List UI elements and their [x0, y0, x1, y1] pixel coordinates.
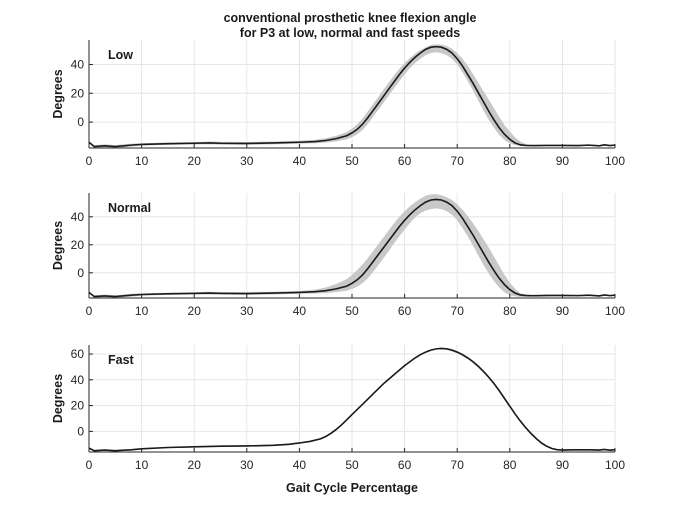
y-tick-label: 20 — [71, 86, 85, 100]
x-tick-label: 80 — [503, 458, 517, 472]
x-tick-label: 30 — [240, 154, 254, 168]
x-tick-label: 60 — [398, 304, 412, 318]
std-band — [89, 194, 615, 298]
y-axis-label: Degrees — [51, 374, 65, 423]
x-tick-label: 70 — [451, 304, 465, 318]
y-tick-label: 0 — [77, 266, 84, 280]
x-tick-label: 50 — [345, 458, 359, 472]
mean-line — [88, 347, 616, 452]
y-tick-label: 60 — [71, 347, 85, 361]
x-tick-label: 70 — [451, 154, 465, 168]
x-tick-label: 0 — [86, 458, 93, 472]
x-tick-label: 80 — [503, 154, 517, 168]
mean-line — [88, 198, 616, 298]
panel-low: 0 10 20 30 40 50 60 70 80 90 100 0 20 40 Degrees Low — [51, 40, 625, 168]
x-tick-label: 100 — [605, 154, 625, 168]
mean-line — [88, 45, 616, 148]
x-tick-label: 90 — [556, 458, 570, 472]
x-axis-label: Gait Cycle Percentage — [286, 481, 418, 495]
panel-label: Low — [108, 48, 133, 62]
x-tick-label: 50 — [345, 154, 359, 168]
x-tick-label: 20 — [188, 154, 202, 168]
x-tick-label: 30 — [240, 304, 254, 318]
chart-title-line-1: conventional prosthetic knee flexion ang… — [224, 11, 477, 25]
chart-title-line-2: for P3 at low, normal and fast speeds — [240, 26, 460, 40]
panel-normal: 0 10 20 30 40 50 60 70 80 90 100 0 20 40 Degrees Normal — [51, 193, 625, 318]
y-tick-label: 0 — [77, 424, 84, 438]
y-tick-label: 40 — [71, 57, 85, 71]
x-tick-label: 40 — [293, 154, 307, 168]
x-tick-label: 50 — [345, 304, 359, 318]
x-tick-label: 20 — [188, 458, 202, 472]
x-tick-label: 80 — [503, 304, 517, 318]
x-tick-label: 20 — [188, 304, 202, 318]
x-tick-label: 90 — [556, 154, 570, 168]
y-tick-label: 0 — [77, 115, 84, 129]
x-tick-label: 10 — [135, 154, 149, 168]
panel-label: Normal — [108, 201, 151, 215]
x-tick-label: 100 — [605, 304, 625, 318]
x-tick-label: 100 — [605, 458, 625, 472]
y-tick-label: 40 — [71, 373, 85, 387]
panel-fast: 0 10 20 30 40 50 60 70 80 90 100 0 20 40 60 Degrees Fast — [51, 345, 625, 472]
y-axis-label: Degrees — [51, 221, 65, 270]
x-tick-label: 70 — [451, 458, 465, 472]
x-tick-label: 60 — [398, 458, 412, 472]
x-tick-label: 30 — [240, 458, 254, 472]
x-tick-label: 90 — [556, 304, 570, 318]
x-tick-label: 0 — [86, 154, 93, 168]
x-tick-label: 10 — [135, 458, 149, 472]
y-axis-label: Degrees — [51, 69, 65, 118]
y-tick-label: 20 — [71, 399, 85, 413]
x-tick-label: 60 — [398, 154, 412, 168]
x-tick-label: 40 — [293, 304, 307, 318]
y-tick-label: 20 — [71, 238, 85, 252]
y-tick-label: 40 — [71, 210, 85, 224]
panel-label: Fast — [108, 353, 135, 367]
x-tick-label: 10 — [135, 304, 149, 318]
x-tick-label: 40 — [293, 458, 307, 472]
x-tick-label: 0 — [86, 304, 93, 318]
